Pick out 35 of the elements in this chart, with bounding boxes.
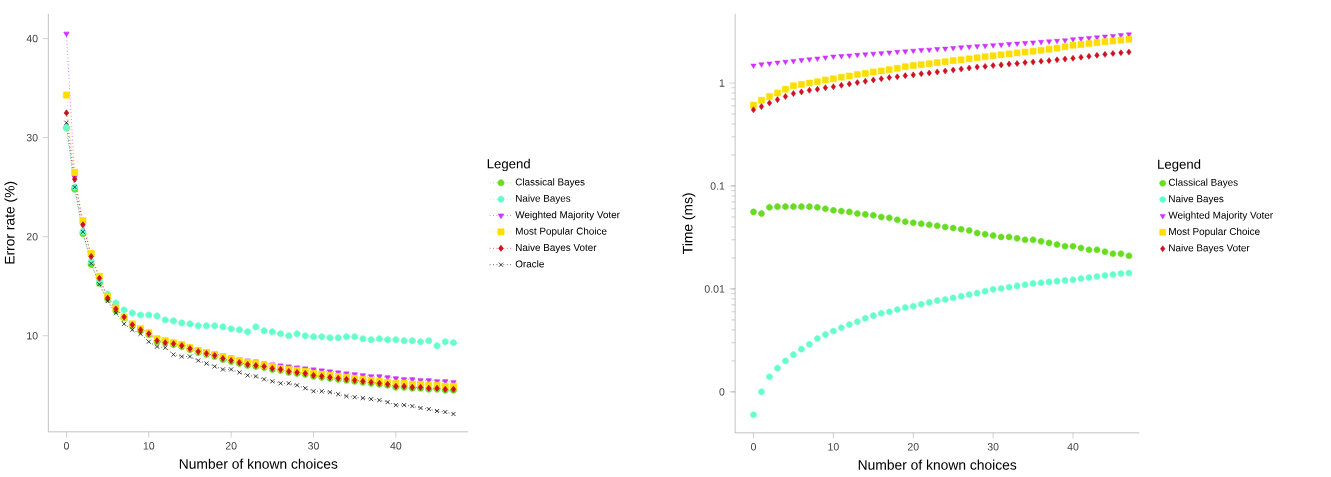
legend-label: Weighted Majority Voter <box>1168 211 1273 221</box>
legend-label: Naive Bayes <box>516 194 571 204</box>
x-axis-title: Number of known choices <box>179 458 338 469</box>
x-tick-label: 40 <box>1067 442 1079 451</box>
y-tick-label: 1 <box>719 79 725 87</box>
y-tick-label: 0 <box>719 388 725 396</box>
x-tick-label: 20 <box>907 442 919 451</box>
legend-label: Classical Bayes <box>515 178 585 188</box>
legend-label: Oracle <box>515 260 544 268</box>
x-axis-title: Number of known choices <box>858 459 1017 470</box>
x-tick-label: 20 <box>225 441 237 450</box>
y-tick-label: 30 <box>26 133 38 142</box>
legend-title: Legend <box>487 158 530 171</box>
y-axis-title: Error rate (%) <box>4 181 18 264</box>
legend-label: Classical Bayes <box>1168 178 1238 188</box>
legend-label: Naive Bayes Voter <box>516 243 597 253</box>
x-tick-label: 0 <box>63 441 69 450</box>
x-tick-label: 30 <box>308 441 319 450</box>
y-tick-label: 20 <box>26 232 38 241</box>
x-tick-label: 30 <box>987 442 999 451</box>
y-tick-label: 0.1 <box>710 182 725 190</box>
legend-label: Most Popular Choice <box>1169 227 1260 237</box>
legend-label: Weighted Majority Voter <box>515 210 620 221</box>
y-tick-label: 40 <box>26 34 38 43</box>
legend-label: Naive Bayes Voter <box>1169 244 1250 254</box>
x-tick-label: 10 <box>828 442 839 451</box>
x-tick-label: 40 <box>390 441 402 450</box>
x-tick-label: 0 <box>750 442 757 451</box>
x-tick-label: 10 <box>143 441 155 450</box>
legend-title: Legend <box>1158 159 1201 172</box>
legend-label: Most Popular Choice <box>516 227 607 237</box>
y-tick-label: 0.01 <box>704 285 725 293</box>
legend-label: Naive Bayes <box>1169 194 1224 205</box>
y-axis-title: Time (ms) <box>682 193 696 254</box>
y-tick-label: 10 <box>27 331 38 340</box>
